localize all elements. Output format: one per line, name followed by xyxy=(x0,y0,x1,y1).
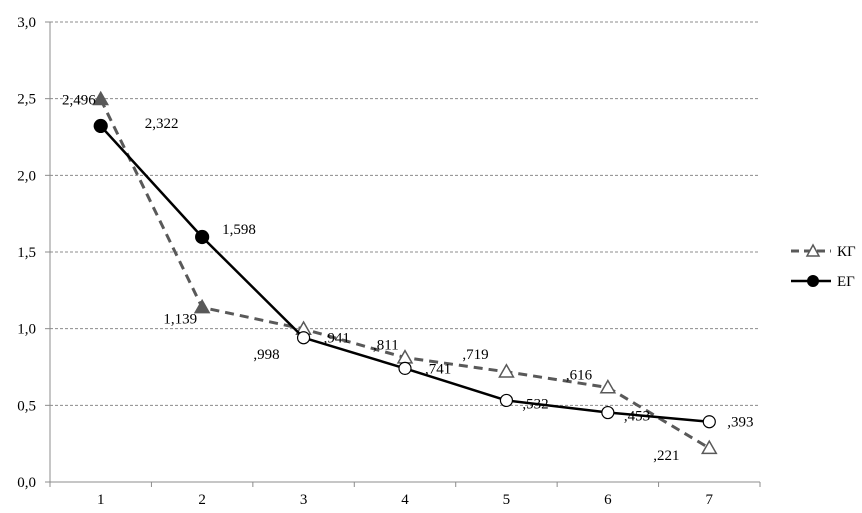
data-label: ,616 xyxy=(566,368,593,384)
data-point-marker xyxy=(700,439,718,455)
y-tick-label: 2,0 xyxy=(17,168,36,184)
data-point-marker xyxy=(398,361,412,375)
data-label: 1,139 xyxy=(163,311,197,327)
data-label: ,453 xyxy=(624,409,650,425)
x-tick-label: 1 xyxy=(97,492,105,508)
data-label: 2,322 xyxy=(145,116,179,132)
legend-marker xyxy=(805,243,821,257)
grid-lines xyxy=(50,21,760,406)
y-tick-label: 2,5 xyxy=(17,92,36,108)
y-tick-label: 0,0 xyxy=(17,475,36,491)
legend: КГ ЕГ xyxy=(791,243,856,290)
data-label: ,998 xyxy=(253,347,279,363)
series-line-eg xyxy=(99,125,710,423)
y-tick-label: 1,0 xyxy=(17,322,36,338)
x-tick-label: 5 xyxy=(503,492,511,508)
data-point-marker xyxy=(601,405,615,420)
data-label: 1,598 xyxy=(222,222,256,238)
x-tick-label: 4 xyxy=(401,492,409,508)
data-point-marker xyxy=(296,331,311,345)
x-tick-label: 6 xyxy=(604,492,612,508)
data-point-marker xyxy=(702,415,716,429)
x-tick-label: 2 xyxy=(198,492,206,508)
data-point-marker xyxy=(195,229,210,245)
y-tick-label: 1,5 xyxy=(17,245,36,261)
data-label: ,532 xyxy=(522,396,548,412)
data-label: ,941 xyxy=(324,331,350,347)
legend-label: КГ xyxy=(837,244,856,260)
data-point-marker xyxy=(193,298,211,314)
data-point-marker xyxy=(599,379,617,394)
data-label: ,811 xyxy=(373,338,399,354)
legend-label: ЕГ xyxy=(837,274,855,290)
data-label: 2,496 xyxy=(62,92,96,108)
legend-marker xyxy=(807,275,819,287)
data-point-marker xyxy=(498,363,515,378)
series-lines xyxy=(92,90,718,455)
x-tick-label: 3 xyxy=(300,492,308,508)
y-tick-label: 0,5 xyxy=(17,398,36,414)
data-label: ,393 xyxy=(727,415,753,431)
series-line-kg xyxy=(99,98,711,450)
axes: 0,0 0,5 1,0 1,5 2,0 2,5 3,0 1 2 3 4 5 6 7 xyxy=(17,15,761,508)
data-labels: 2,496 1,139 ,998 ,811 ,719 ,616 ,221 2,322 1,598… xyxy=(62,92,754,464)
data-label: ,719 xyxy=(462,347,488,363)
x-tick-label: 7 xyxy=(706,492,714,508)
data-label: ,741 xyxy=(425,361,451,377)
data-point-marker xyxy=(499,393,514,408)
data-point-marker xyxy=(92,90,110,106)
y-tick-label: 3,0 xyxy=(17,15,36,31)
data-point-marker xyxy=(93,118,108,134)
data-label: ,221 xyxy=(653,448,679,464)
